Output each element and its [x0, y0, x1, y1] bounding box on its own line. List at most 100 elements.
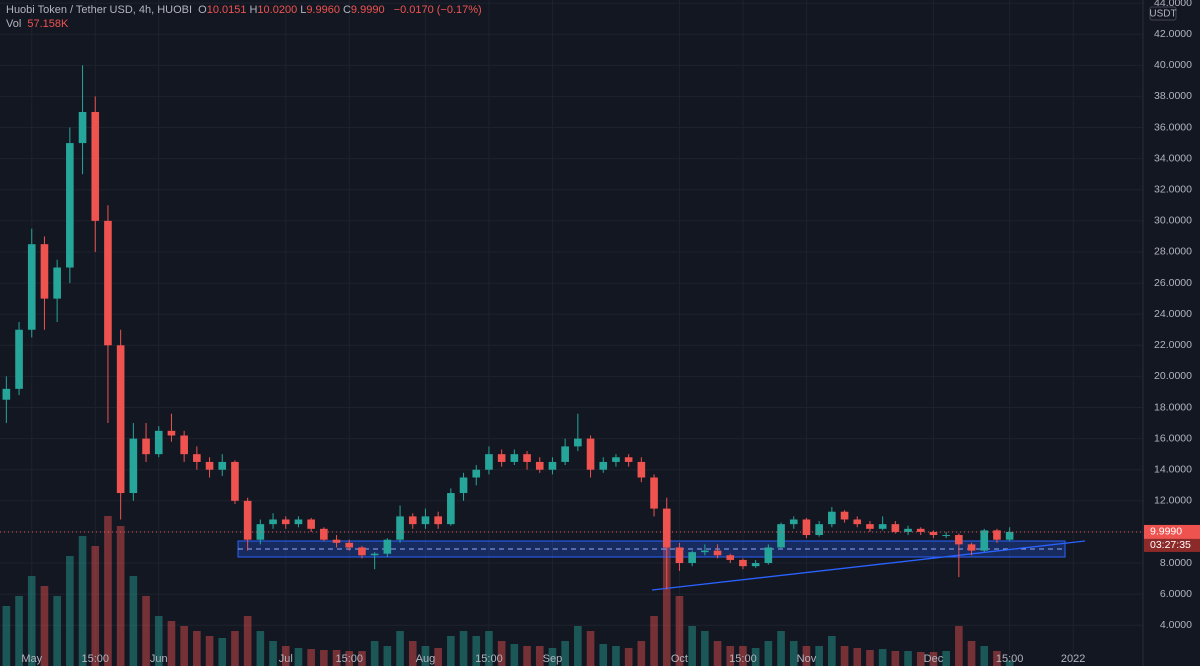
x-tick-label: 15:00	[81, 653, 109, 665]
last-price-label: 9.9990	[1150, 526, 1182, 538]
volume-row: Vol 57.158K	[6, 17, 485, 31]
candle-body	[637, 461, 646, 478]
volume-bar	[510, 644, 519, 666]
volume-bar	[878, 649, 887, 666]
volume-bar	[929, 652, 938, 666]
candle-body	[104, 220, 112, 346]
volume-bar	[27, 576, 36, 666]
ohlc-fields: O10.0151 H10.0200 L9.9960 C9.9990	[198, 4, 387, 16]
y-tick-label: 20.0000	[1154, 370, 1192, 382]
candle-body	[777, 524, 785, 548]
volume-bar	[523, 646, 531, 666]
volume-bar	[904, 651, 912, 666]
volume-bar	[53, 596, 61, 666]
candle-body	[840, 511, 849, 520]
candle-body	[574, 438, 582, 447]
volume-bar	[739, 646, 747, 666]
volume-bar	[2, 606, 11, 666]
volume-bar	[116, 526, 125, 666]
volume-bar	[675, 596, 684, 666]
volume-bar	[891, 651, 900, 666]
volume-bar	[180, 626, 188, 666]
candle-body	[789, 519, 798, 525]
volume-bar	[840, 646, 849, 666]
candle-body	[78, 111, 87, 144]
candle-body	[66, 143, 74, 268]
y-tick-label: 32.0000	[1154, 184, 1192, 196]
volume-bar	[828, 636, 836, 666]
change: −0.0170 (−0.17%)	[393, 4, 482, 16]
y-tick-label: 6.0000	[1160, 588, 1192, 600]
candle-body	[929, 531, 938, 536]
candle-body	[802, 519, 811, 536]
candle-body	[739, 559, 747, 567]
countdown-box	[1144, 538, 1200, 552]
candle-body	[904, 528, 912, 532]
volume-bar	[561, 641, 569, 666]
y-tick-label: 4.0000	[1160, 619, 1192, 631]
field-value: 10.0200	[257, 4, 298, 16]
volume-bar	[751, 648, 760, 666]
candle-body	[980, 530, 989, 551]
grid	[0, 0, 1143, 666]
candle-body	[535, 461, 544, 470]
volume-bar	[256, 631, 265, 666]
candles	[2, 65, 1014, 590]
volume-bar	[916, 652, 925, 666]
volume-bar	[40, 586, 49, 666]
candle-body	[320, 528, 328, 540]
y-tick-label: 12.0000	[1154, 495, 1192, 507]
candle-body	[116, 345, 125, 494]
candle-body	[650, 477, 658, 509]
candle-body	[523, 454, 531, 462]
volume-bar	[942, 651, 950, 666]
candle-body	[586, 438, 595, 470]
field-key: O	[198, 4, 207, 16]
candle-body	[193, 454, 201, 462]
volume-bar	[624, 648, 633, 666]
candle-body	[599, 461, 608, 470]
candle-body	[332, 539, 341, 543]
candle-body	[2, 388, 11, 400]
volume-bar	[637, 641, 646, 666]
volume-bar	[383, 646, 392, 666]
volume-bar	[726, 646, 735, 666]
candle-body	[713, 550, 722, 556]
candle-body	[510, 454, 519, 462]
volume-bar	[866, 650, 874, 666]
last-price-box	[1144, 524, 1200, 539]
candle-body	[726, 555, 735, 560]
volume-bar	[815, 646, 823, 666]
field-value: 9.9960	[306, 4, 340, 16]
volume-bar	[1005, 660, 1014, 666]
volume-bar	[535, 646, 544, 666]
candle-body	[434, 516, 442, 525]
volume-bar	[142, 596, 150, 666]
volume-bar	[472, 636, 481, 666]
y-tick-label: 26.0000	[1154, 277, 1192, 289]
candle-body	[40, 244, 49, 299]
candle-body	[421, 516, 430, 525]
y-tick-label: 8.0000	[1160, 557, 1192, 569]
y-tick-label: 42.0000	[1154, 28, 1192, 40]
candle-body	[472, 469, 481, 478]
volume-bar	[205, 636, 214, 666]
candle-body	[624, 457, 633, 462]
y-tick-label: 22.0000	[1154, 339, 1192, 351]
x-tick-label: 2022	[1061, 653, 1085, 665]
candle-body	[167, 430, 176, 436]
y-tick-label: 24.0000	[1154, 308, 1192, 320]
volume-bar	[586, 631, 595, 666]
volume-bar	[967, 641, 976, 666]
volume-bar	[281, 646, 290, 666]
field-value: 10.0151	[206, 4, 247, 16]
volume-bar	[78, 536, 87, 666]
volume-bar	[993, 651, 1001, 666]
candle-body	[878, 524, 887, 529]
candle-body	[15, 329, 23, 389]
volume-bar	[15, 596, 23, 666]
volume-bar	[980, 646, 989, 666]
volume-bar	[193, 631, 201, 666]
candle-body	[916, 528, 925, 532]
volume-bar	[396, 631, 404, 666]
